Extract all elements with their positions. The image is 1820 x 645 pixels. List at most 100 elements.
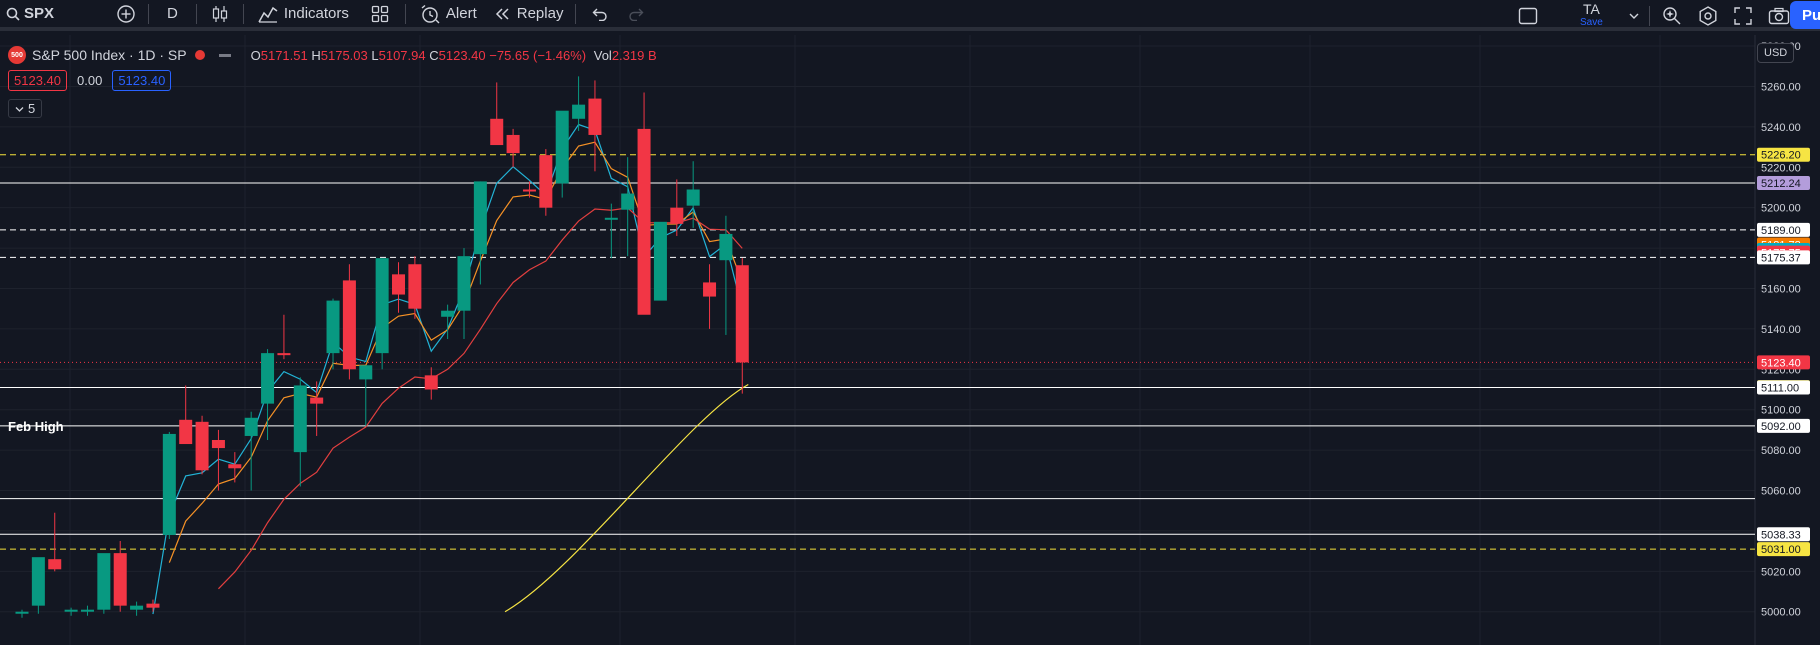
redo-button[interactable] (620, 0, 652, 29)
top-toolbar: SPX D Indicators Alert Replay TA Save (0, 0, 1820, 31)
toolbar-divider (242, 3, 244, 24)
search-icon (6, 7, 20, 21)
market-status-icon[interactable] (194, 50, 205, 60)
ask-price[interactable]: 5123.40 (112, 70, 172, 91)
candle-body (621, 193, 635, 210)
layout-name: TA (1582, 0, 1600, 17)
layout-menu-button[interactable] (1623, 0, 1645, 31)
gear-icon (1699, 5, 1717, 26)
candle-body (80, 609, 94, 612)
legend-hide-icon[interactable] (218, 53, 231, 57)
settings-button[interactable] (1690, 0, 1726, 31)
candle-body (686, 189, 700, 206)
candle-body (342, 280, 356, 370)
feb-high-label[interactable]: Feb High (8, 419, 64, 434)
alert-button[interactable]: Alert (410, 0, 487, 29)
symbol-search-button[interactable]: SPX (0, 0, 62, 29)
y-tick-label: 5000.00 (1761, 607, 1801, 619)
candle-body (473, 181, 487, 255)
low-key: L (371, 47, 379, 63)
chart-type-button[interactable] (201, 0, 239, 29)
price-chart[interactable]: 5000.005020.005040.005060.005080.005100.… (0, 35, 1820, 645)
quick-search-button[interactable] (1654, 0, 1690, 31)
redo-icon (629, 8, 644, 21)
ohlc-values: O5171.51 H5175.03 L5107.94 C5123.40 −75.… (251, 48, 657, 63)
candle-body (670, 207, 684, 224)
price-label: 5226.20 (1761, 150, 1801, 162)
candle-body (588, 98, 602, 135)
quick-search-icon (1663, 6, 1681, 24)
save-layout-button[interactable]: TA Save (1570, 0, 1613, 31)
candle-body (539, 155, 553, 208)
y-tick-label: 5240.00 (1761, 122, 1801, 134)
toolbar-divider (404, 3, 406, 24)
candle-body (424, 375, 438, 390)
select-layout-button[interactable] (1508, 0, 1548, 31)
candle-body (555, 110, 569, 184)
price-label-box (1757, 542, 1810, 557)
indicators-label: Indicators (283, 5, 349, 22)
interval-button[interactable]: D (153, 0, 192, 29)
spread-value: 0.00 (77, 73, 103, 88)
candle-body (97, 553, 111, 610)
layouts-button[interactable] (359, 0, 401, 29)
price-label: 5111.00 (1761, 382, 1799, 394)
candle-body (130, 605, 144, 610)
candle-body (326, 300, 340, 354)
publish-button[interactable]: Pu (1790, 1, 1820, 29)
toolbar-divider (148, 3, 150, 24)
candle-body (211, 439, 225, 449)
low-value: 5107.94 (378, 47, 426, 63)
alarm-clock-icon (421, 4, 440, 23)
snapshot-button[interactable] (1760, 0, 1798, 31)
y-tick-label: 5260.00 (1761, 81, 1801, 93)
y-tick-label: 5060.00 (1761, 486, 1801, 498)
open-key: O (250, 47, 261, 63)
change-value: −75.65 (−1.46%) (489, 47, 587, 63)
replay-button[interactable]: Replay (487, 0, 572, 29)
price-label: 5092.00 (1761, 421, 1801, 433)
y-tick-label: 5160.00 (1761, 283, 1801, 295)
candle-body (228, 464, 242, 469)
candle-body (653, 221, 667, 301)
ema-yellow-line (504, 383, 749, 613)
candle-body (359, 365, 373, 380)
undo-button[interactable] (580, 0, 620, 29)
candle-body (375, 258, 389, 354)
publish-label: Pu (1802, 6, 1820, 24)
save-label: Save (1580, 16, 1603, 28)
candle-body (441, 310, 455, 317)
undo-icon (592, 8, 608, 21)
candle-body (703, 282, 717, 297)
chart-pane[interactable]: 5000.005020.005040.005060.005080.005100.… (0, 35, 1820, 645)
rewind-icon (495, 7, 509, 20)
bid-price[interactable]: 5123.40 (8, 70, 67, 91)
candle-body (719, 233, 733, 261)
candles-icon (212, 5, 227, 22)
compare-symbol-button[interactable] (108, 0, 144, 29)
chart-legend: 500 S&P 500 Index · 1D · SP O5171.51 H51… (8, 46, 657, 64)
candle-body (277, 353, 291, 356)
price-label-box (1757, 175, 1810, 190)
price-label: 5189.00 (1761, 225, 1801, 237)
fullscreen-button[interactable] (1726, 0, 1760, 31)
price-label: 5123.40 (1761, 357, 1801, 369)
candle-body (48, 559, 62, 570)
candle-body (310, 397, 324, 404)
bid-ask-row: 5123.40 0.00 5123.40 (8, 70, 172, 91)
price-label: 5175.37 (1761, 252, 1801, 264)
indicator-count: 5 (28, 101, 36, 116)
indicators-button[interactable]: Indicators (248, 0, 359, 29)
currency-selector[interactable]: USD (1757, 43, 1795, 63)
y-tick-label: 5200.00 (1761, 203, 1801, 215)
symbol-title[interactable]: S&P 500 Index · 1D · SP (32, 47, 187, 63)
price-label: 5038.33 (1761, 529, 1801, 541)
toolbar-divider (575, 3, 577, 24)
indicators-collapse-button[interactable]: 5 (8, 99, 43, 118)
indicators-icon (258, 6, 278, 23)
y-tick-label: 5140.00 (1761, 324, 1801, 336)
price-label: 5212.24 (1761, 178, 1801, 190)
y-tick-label: 5080.00 (1761, 445, 1801, 457)
candle-body (506, 134, 520, 154)
candle-body (637, 128, 651, 315)
